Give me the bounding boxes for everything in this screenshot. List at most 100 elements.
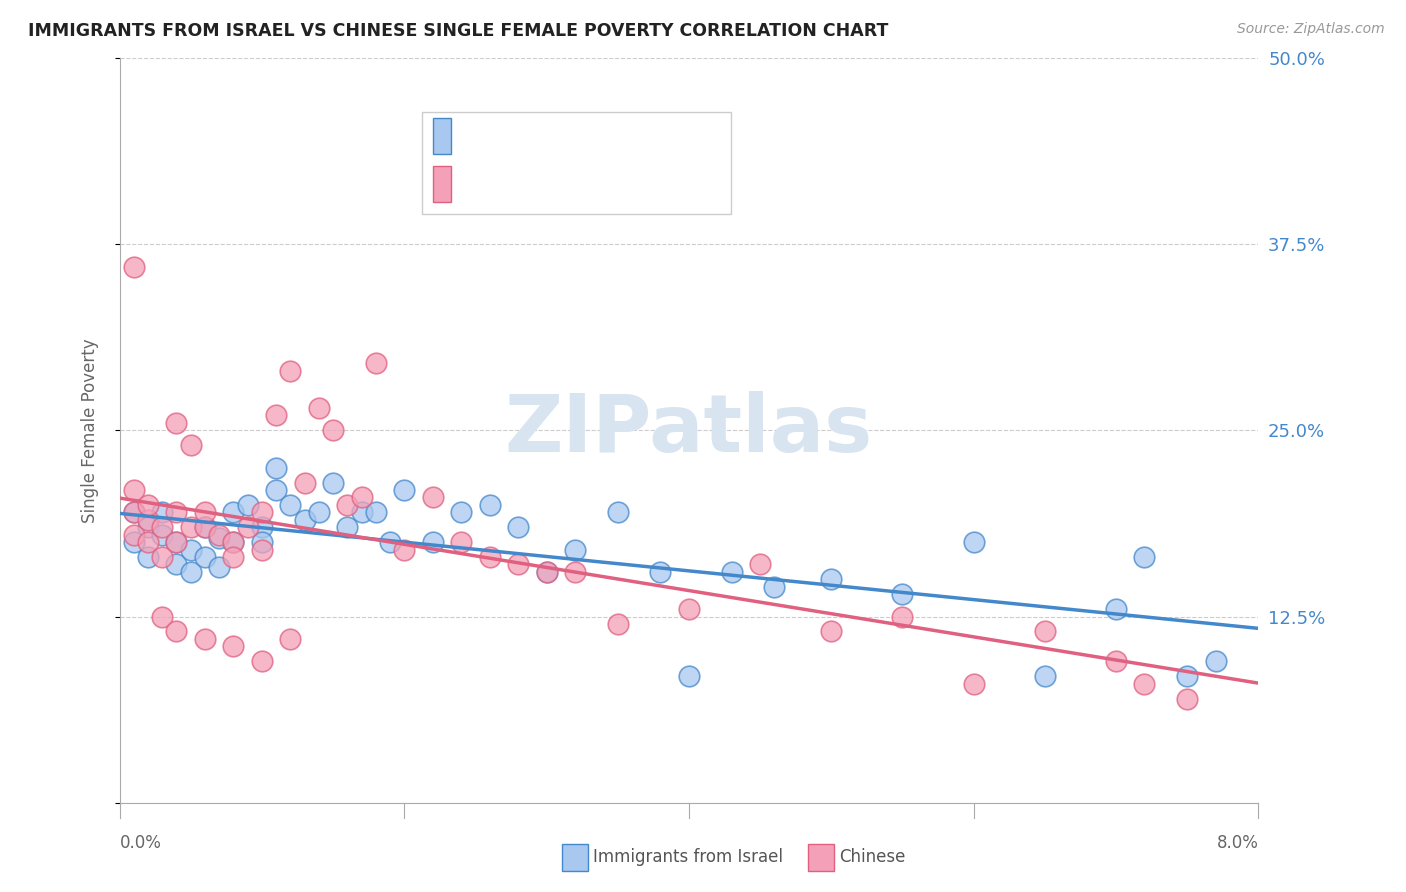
Point <box>166 624 188 639</box>
Point <box>150 505 173 519</box>
Point <box>222 505 245 519</box>
Point <box>264 409 287 423</box>
Point <box>166 535 188 549</box>
Point <box>136 549 159 564</box>
Point <box>650 565 672 579</box>
Point <box>450 535 472 549</box>
Point <box>1205 654 1227 668</box>
Point <box>222 549 245 564</box>
Point <box>606 617 628 632</box>
Point <box>136 513 159 527</box>
Text: Chinese: Chinese <box>839 848 905 866</box>
Point <box>150 549 173 564</box>
Point <box>1175 669 1198 683</box>
Point <box>536 565 558 579</box>
Point <box>678 602 700 616</box>
Point <box>394 542 416 557</box>
Point <box>1175 691 1198 706</box>
Point <box>236 520 259 534</box>
Point <box>166 535 188 549</box>
Point <box>194 520 217 534</box>
Text: -0.298: -0.298 <box>498 122 557 140</box>
Point <box>208 560 231 574</box>
Point <box>166 505 188 519</box>
Point <box>236 498 259 512</box>
Point <box>322 423 344 437</box>
Point <box>749 558 772 572</box>
Point <box>294 513 316 527</box>
Point <box>1033 624 1056 639</box>
Point <box>364 505 387 519</box>
Point <box>264 483 287 497</box>
Point <box>194 549 217 564</box>
Point <box>394 483 416 497</box>
Point <box>122 483 145 497</box>
Text: Immigrants from Israel: Immigrants from Israel <box>593 848 783 866</box>
Point <box>208 531 231 545</box>
Point <box>322 475 344 490</box>
Point <box>280 364 302 378</box>
Point <box>564 542 586 557</box>
Point <box>350 505 373 519</box>
Point <box>250 542 273 557</box>
Point <box>720 565 742 579</box>
Point <box>564 565 586 579</box>
Point <box>208 527 231 541</box>
Point <box>222 535 245 549</box>
Point <box>122 527 145 541</box>
Text: 0.0%: 0.0% <box>120 834 162 852</box>
Text: -0.244: -0.244 <box>498 170 557 188</box>
Point <box>478 549 501 564</box>
Point <box>1033 669 1056 683</box>
Point <box>222 535 245 549</box>
Point <box>194 520 217 534</box>
Point <box>336 498 359 512</box>
Point <box>763 580 786 594</box>
Point <box>250 505 273 519</box>
Point <box>122 260 145 274</box>
Point <box>606 505 628 519</box>
Point <box>250 535 273 549</box>
Text: N =: N = <box>565 170 617 188</box>
Text: 53: 53 <box>626 170 648 188</box>
Point <box>1133 549 1156 564</box>
Point <box>136 520 159 534</box>
Point <box>166 416 188 430</box>
Point <box>378 535 401 549</box>
Text: 49: 49 <box>626 122 650 140</box>
Point <box>478 498 501 512</box>
Point <box>820 573 842 587</box>
Point <box>450 505 472 519</box>
Point <box>963 535 986 549</box>
Point <box>194 632 217 646</box>
Point <box>150 527 173 541</box>
Point <box>678 669 700 683</box>
Point <box>963 676 986 690</box>
Point <box>150 609 173 624</box>
Point <box>122 535 145 549</box>
Point <box>250 520 273 534</box>
Point <box>508 558 530 572</box>
Point <box>350 491 373 505</box>
Text: 8.0%: 8.0% <box>1216 834 1258 852</box>
Point <box>308 401 330 415</box>
Point <box>820 624 842 639</box>
Point <box>264 460 287 475</box>
Text: ZIPatlas: ZIPatlas <box>505 392 873 469</box>
Point <box>250 654 273 668</box>
Point <box>180 438 202 452</box>
Point <box>136 498 159 512</box>
Text: R =: R = <box>460 122 496 140</box>
Point <box>891 587 914 601</box>
Point <box>364 356 387 370</box>
Y-axis label: Single Female Poverty: Single Female Poverty <box>80 338 98 523</box>
Point <box>508 520 530 534</box>
Text: IMMIGRANTS FROM ISRAEL VS CHINESE SINGLE FEMALE POVERTY CORRELATION CHART: IMMIGRANTS FROM ISRAEL VS CHINESE SINGLE… <box>28 22 889 40</box>
Point <box>308 505 330 519</box>
Point <box>194 505 217 519</box>
Point <box>166 558 188 572</box>
Point <box>422 535 444 549</box>
Point <box>122 505 145 519</box>
Text: R =: R = <box>460 170 496 188</box>
Text: N =: N = <box>565 122 617 140</box>
